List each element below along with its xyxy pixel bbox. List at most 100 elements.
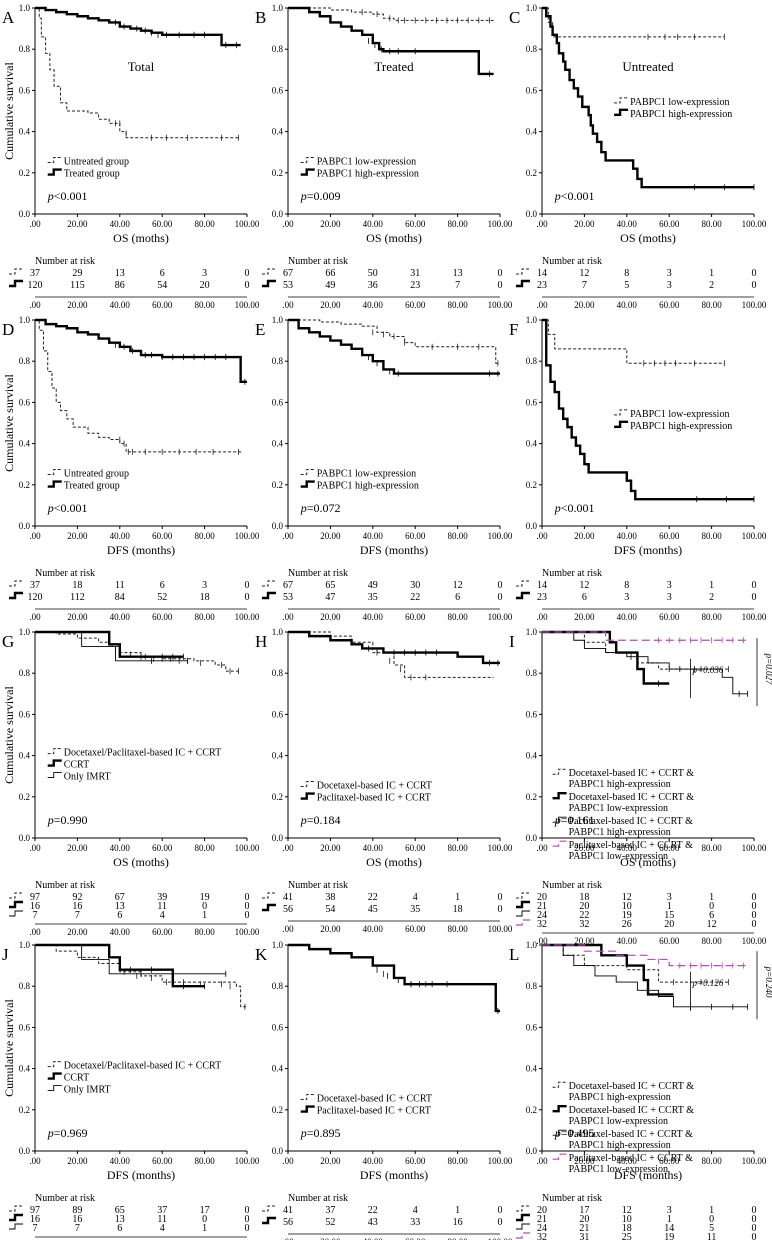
km-curve-solid [288, 318, 500, 375]
risk-count: 41 [283, 892, 293, 903]
risk-count: 39 [157, 892, 167, 903]
risk-count: 16 [453, 1217, 463, 1228]
legend-entry: Paclitaxel-based IC + CCRT & [569, 816, 694, 827]
number-at-risk-label: Number at risk [288, 880, 348, 891]
risk-count: 1 [709, 580, 714, 591]
km-curve-solid [542, 318, 754, 501]
y-tick-label: 0.8 [19, 668, 31, 678]
risk-count: 6 [160, 580, 165, 591]
p-value-number: =0.895 [307, 1126, 341, 1140]
y-tick-label: 1.0 [19, 3, 31, 13]
risk-count: 12 [579, 580, 589, 591]
p-value-number: <0.001 [561, 189, 595, 203]
risk-axis-tick-label: 40.00 [363, 612, 384, 622]
x-axis-label: DFS (months) [107, 543, 175, 557]
risk-axis-tick-label: 100.00 [488, 300, 513, 310]
y-tick-label: 0.4 [526, 1064, 538, 1074]
legend-line-icon [300, 781, 315, 788]
risk-count: 0 [245, 1214, 250, 1225]
y-tick-label: 0.0 [526, 209, 538, 219]
y-tick-label: 0.8 [272, 356, 284, 366]
risk-axis-tick-label: 60.00 [405, 612, 426, 622]
x-tick-label: 60.00 [405, 219, 426, 229]
risk-count: 7 [582, 280, 587, 291]
y-tick-label: 0.0 [272, 209, 284, 219]
risk-count: 0 [752, 901, 757, 912]
p-symbol: p [300, 189, 307, 203]
number-at-risk-label: Number at risk [288, 1193, 348, 1204]
x-tick-label: 40.00 [363, 843, 384, 853]
risk-axis-tick-label: 20.00 [320, 300, 341, 310]
y-tick-label: 0.8 [272, 668, 284, 678]
p-value: p<0.001 [47, 189, 88, 203]
risk-count: 16 [72, 901, 82, 912]
legend-entry: Docetaxel-based IC + CCRT [317, 1094, 432, 1105]
x-tick-label: 60.00 [659, 843, 680, 853]
legend-line-icon [47, 1072, 62, 1080]
risk-axis-tick-label: 60.00 [152, 612, 173, 622]
legend-line-icon [552, 816, 567, 823]
legend-entry: Docetaxel/Paclitaxel-based IC + CCRT [64, 1061, 222, 1072]
x-tick-label: 60.00 [659, 1156, 680, 1166]
x-axis-label: DFS (months) [107, 1168, 175, 1182]
risk-axis-tick-label: 80.00 [447, 300, 468, 310]
y-tick-label: 0.4 [19, 1064, 31, 1074]
x-tick-label: 40.00 [363, 219, 384, 229]
risk-count: 21 [537, 1214, 547, 1225]
risk-count: 0 [245, 592, 250, 603]
risk-count: 0 [498, 580, 503, 591]
panel-letter: J [2, 945, 9, 964]
x-axis-label: OS (moths) [620, 231, 676, 245]
risk-count: 26 [622, 919, 632, 930]
km-curve-solid [35, 6, 241, 47]
legend-entry: Docetaxel-based IC + CCRT & [569, 768, 695, 779]
x-tick-label: 100.00 [488, 219, 513, 229]
x-tick-label: 100.00 [235, 843, 260, 853]
risk-count: 1 [667, 1214, 672, 1225]
x-tick-label: 100.00 [742, 1156, 767, 1166]
risk-count: 6 [117, 910, 122, 921]
risk-count: 14 [537, 580, 547, 591]
x-tick-label: 60.00 [659, 219, 680, 229]
risk-count: 0 [245, 910, 250, 921]
y-tick-label: 0.4 [19, 751, 31, 761]
risk-axis-tick-label: .00 [536, 612, 548, 622]
number-at-risk-label: Number at risk [542, 1193, 602, 1204]
y-tick-label: 0.2 [19, 1105, 30, 1115]
risk-count: 20 [200, 280, 210, 291]
x-tick-label: 80.00 [194, 219, 215, 229]
risk-axis-tick-label: 20.00 [320, 924, 341, 934]
legend-entry: Docetaxel-based IC + CCRT & [569, 792, 695, 803]
panel-B: B 0.0 0.2 0.4 0.6 0.8 1.0 .00 20.00 40.00 60.00 80.… [255, 3, 513, 310]
legend-entry: Docetaxel-based IC + CCRT & [569, 1105, 695, 1116]
x-tick-label: 60.00 [152, 531, 173, 541]
risk-row-icon [516, 900, 530, 909]
legend-entry: Docetaxel-based IC + CCRT [317, 781, 432, 792]
p-symbol: p [300, 501, 307, 515]
risk-axis-tick-label: 100.00 [742, 300, 767, 310]
km-curve-dashed [35, 631, 241, 672]
x-tick-label: 60.00 [405, 843, 426, 853]
y-tick-label: 0.8 [526, 356, 538, 366]
km-curve-pink [542, 944, 748, 967]
risk-axis-tick-label: 20.00 [574, 300, 595, 310]
risk-count: 0 [245, 1205, 250, 1216]
risk-count: 31 [579, 1232, 589, 1240]
number-at-risk-label: Number at risk [35, 256, 95, 267]
p-value: p=0.895 [300, 1126, 341, 1140]
x-tick-label: 100.00 [742, 219, 767, 229]
legend-entry: Paclitaxel-based IC + CCRT [317, 1106, 431, 1117]
risk-count: 22 [368, 1205, 378, 1216]
risk-axis-tick-label: .00 [536, 936, 548, 946]
legend-entry: PABPC1 low-expression [317, 157, 416, 168]
risk-row-icon [516, 892, 530, 899]
y-tick-label: 0.4 [272, 439, 284, 449]
risk-count: 15 [664, 910, 674, 921]
risk-count: 4 [160, 910, 165, 921]
legend-line-icon [300, 792, 315, 800]
panel-letter: H [255, 632, 267, 651]
legend-entry: PABPC1 high-expression [630, 109, 732, 120]
legend-entry: PABPC1 high-expression [317, 481, 419, 492]
risk-row-icon [262, 892, 276, 899]
risk-count: 0 [498, 1205, 503, 1216]
